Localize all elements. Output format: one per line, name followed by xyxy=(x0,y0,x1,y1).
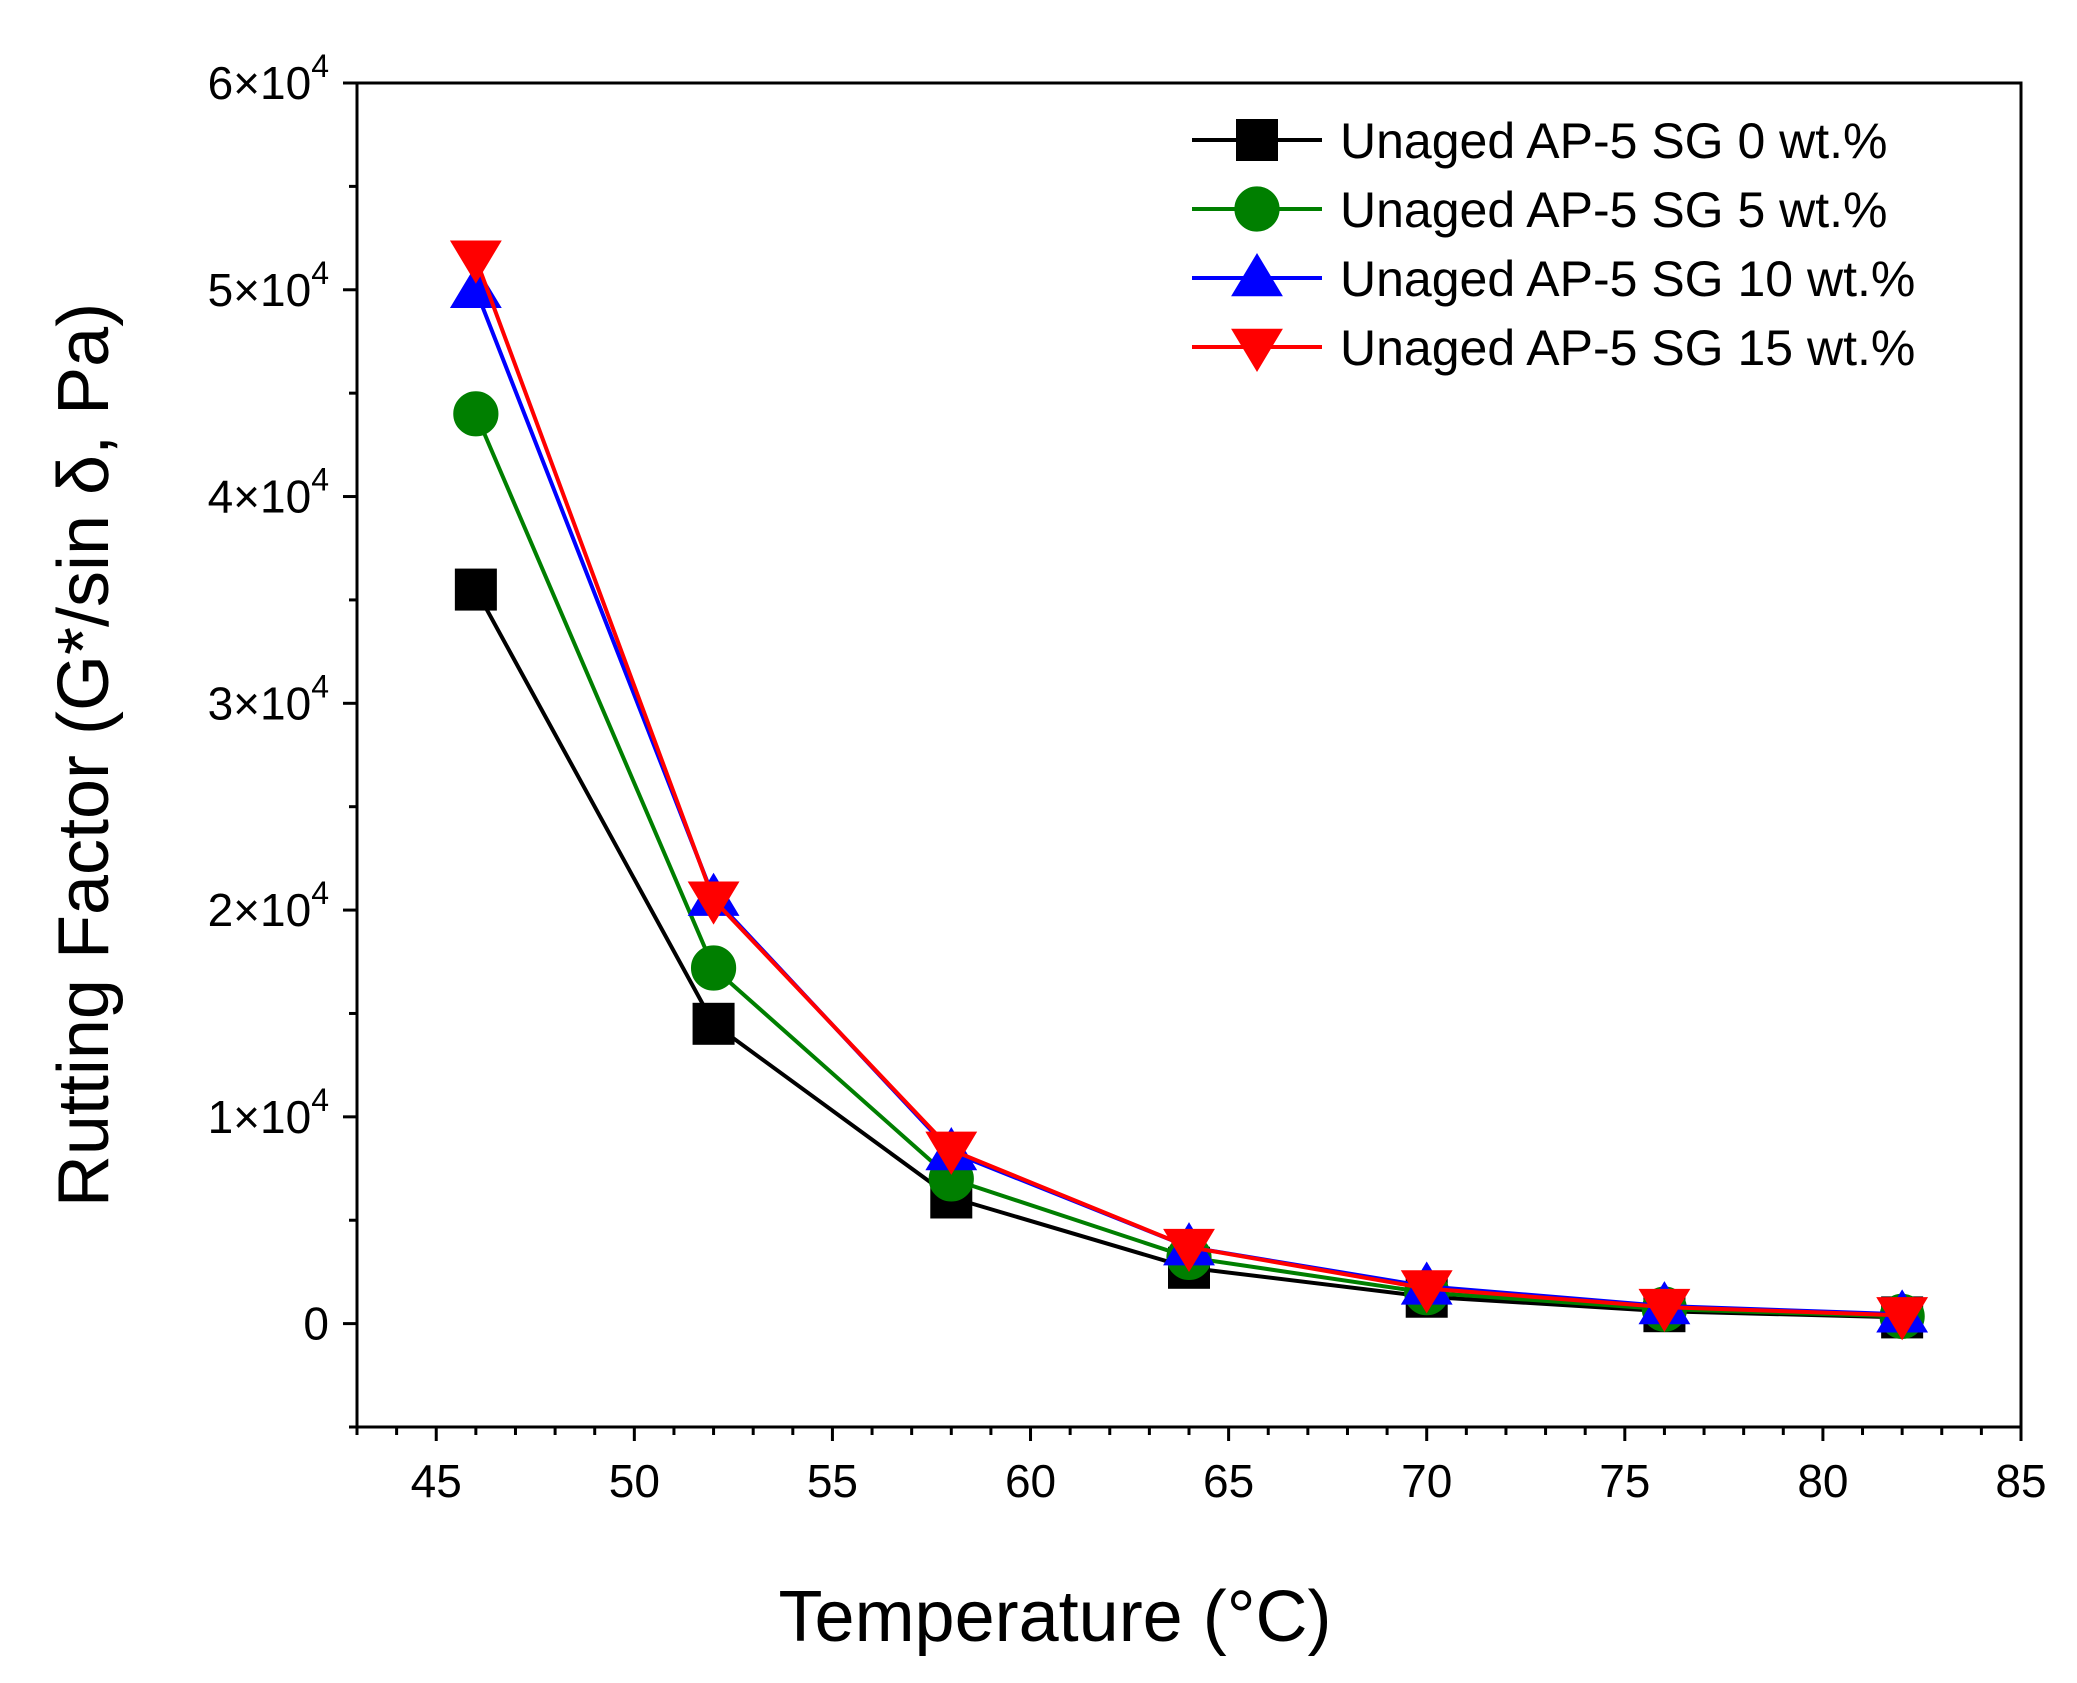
x-tick-label: 45 xyxy=(411,1455,462,1507)
series-layer xyxy=(449,240,1929,1341)
x-axis: 45 50 55 60 65 70 75 80 85 xyxy=(355,1427,2047,1507)
legend-marker xyxy=(1236,119,1278,161)
y-tick-label: 5×104 xyxy=(208,255,329,316)
legend-marker xyxy=(1231,328,1283,372)
data-point xyxy=(1638,1288,1691,1333)
legend: Unaged AP-5 SG 0 wt.% Unaged AP-5 SG 5 wt… xyxy=(1192,113,1915,376)
data-point xyxy=(925,1131,978,1175)
data-point xyxy=(453,391,499,437)
data-point xyxy=(1876,1297,1929,1341)
data-point xyxy=(692,1002,735,1045)
data-point xyxy=(454,568,497,611)
x-tick-label: 70 xyxy=(1401,1455,1452,1507)
x-tick-label: 65 xyxy=(1203,1455,1254,1507)
series-line xyxy=(474,588,1903,1320)
series-group xyxy=(449,264,1929,1333)
data-point xyxy=(687,881,740,925)
legend-item: Unaged AP-5 SG 5 wt.% xyxy=(1192,182,1888,238)
legend-label: Unaged AP-5 SG 0 wt.% xyxy=(1340,113,1888,169)
legend-marker xyxy=(1231,253,1283,297)
series-group xyxy=(449,240,1929,1341)
x-axis-title: Temperature (°C) xyxy=(779,1577,1332,1657)
legend-item: Unaged AP-5 SG 10 wt.% xyxy=(1192,251,1915,307)
y-tick-label: 2×104 xyxy=(208,875,329,936)
x-tick-label: 60 xyxy=(1005,1455,1056,1507)
series-group xyxy=(453,391,1925,1339)
x-tick-label: 55 xyxy=(807,1455,858,1507)
x-tick-label: 50 xyxy=(609,1455,660,1507)
data-point xyxy=(690,945,737,991)
legend-label: Unaged AP-5 SG 5 wt.% xyxy=(1340,182,1888,238)
data-point xyxy=(1163,1228,1215,1273)
data-point xyxy=(449,240,502,284)
x-tick-label: 75 xyxy=(1599,1455,1650,1507)
series-line xyxy=(473,258,1903,1318)
legend-label: Unaged AP-5 SG 15 wt.% xyxy=(1340,320,1915,376)
series-line xyxy=(474,413,1903,1319)
x-tick-label: 85 xyxy=(1995,1455,2046,1507)
legend-label: Unaged AP-5 SG 10 wt.% xyxy=(1340,251,1915,307)
y-tick-label: 1×104 xyxy=(208,1082,329,1143)
legend-item: Unaged AP-5 SG 15 wt.% xyxy=(1192,320,1915,376)
y-tick-label: 0 xyxy=(303,1298,329,1350)
y-tick-label: 4×104 xyxy=(208,462,329,523)
y-tick-label: 3×104 xyxy=(208,668,329,729)
y-axis-title: Rutting Factor (G*/sin δ, Pa) xyxy=(44,303,124,1207)
series-line xyxy=(473,289,1903,1317)
legend-item: Unaged AP-5 SG 0 wt.% xyxy=(1192,113,1888,169)
y-tick-label: 6×104 xyxy=(208,48,329,109)
x-tick-label: 80 xyxy=(1797,1455,1848,1507)
y-axis: 0 1×104 2×104 3×104 4×104 5×104 6×104 xyxy=(208,48,357,1429)
legend-marker xyxy=(1234,186,1280,232)
data-point xyxy=(1400,1270,1453,1314)
